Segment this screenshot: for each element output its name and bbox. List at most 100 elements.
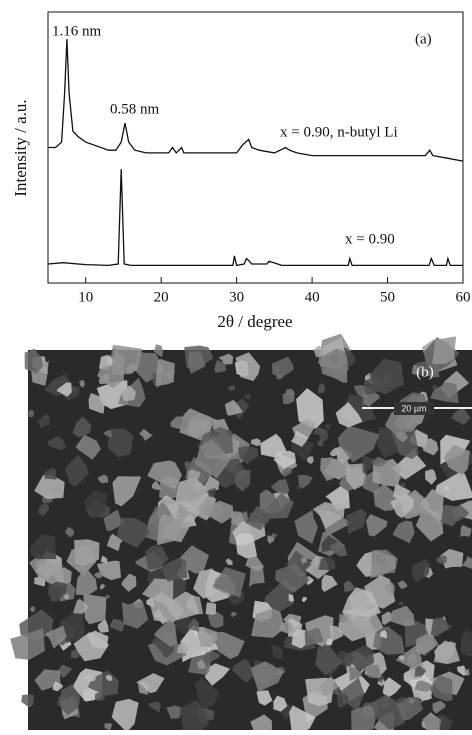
particle bbox=[388, 605, 415, 627]
particle bbox=[415, 361, 432, 376]
spectrum-line bbox=[47, 169, 463, 267]
particle bbox=[231, 658, 255, 683]
particle bbox=[400, 482, 406, 488]
particle bbox=[282, 467, 292, 478]
particle bbox=[218, 353, 234, 365]
image-panel-label: (b) bbox=[416, 364, 434, 380]
particle bbox=[19, 609, 54, 641]
particle bbox=[329, 447, 339, 457]
particle bbox=[224, 399, 243, 416]
x-tick-label: 50 bbox=[380, 289, 395, 305]
particle bbox=[414, 665, 427, 677]
particle bbox=[306, 576, 314, 585]
particle bbox=[147, 460, 182, 490]
particle bbox=[98, 474, 109, 484]
y-axis-label: Intensity / a.u. bbox=[11, 99, 30, 196]
particle bbox=[420, 488, 444, 523]
particle bbox=[66, 545, 97, 576]
particle bbox=[105, 594, 110, 600]
particle bbox=[203, 475, 220, 492]
particle bbox=[105, 674, 113, 682]
particle bbox=[398, 601, 404, 606]
particle bbox=[276, 373, 284, 380]
particle bbox=[436, 555, 448, 564]
particle bbox=[443, 445, 470, 476]
particle bbox=[464, 669, 470, 676]
particle bbox=[273, 695, 288, 712]
particle bbox=[362, 455, 375, 475]
particle bbox=[97, 619, 109, 633]
particle bbox=[184, 461, 194, 470]
particle bbox=[290, 430, 309, 447]
particle bbox=[250, 661, 284, 693]
particle bbox=[107, 428, 134, 457]
particle bbox=[271, 644, 283, 659]
particle bbox=[414, 680, 432, 694]
particle bbox=[381, 611, 392, 625]
particle bbox=[325, 424, 331, 430]
particle bbox=[156, 513, 183, 546]
particle bbox=[154, 619, 178, 648]
particle bbox=[411, 559, 431, 583]
particle bbox=[187, 617, 200, 632]
particle bbox=[193, 568, 226, 599]
particle bbox=[270, 479, 290, 495]
particle bbox=[121, 573, 137, 592]
particle bbox=[384, 408, 411, 437]
particle bbox=[421, 691, 433, 703]
particle bbox=[312, 427, 324, 436]
particle bbox=[434, 640, 461, 665]
particle bbox=[75, 566, 98, 596]
particle bbox=[31, 360, 49, 386]
particle bbox=[227, 384, 236, 391]
particle bbox=[93, 572, 103, 579]
particle bbox=[112, 476, 142, 507]
particle bbox=[318, 556, 336, 570]
series-label: x = 0.90, n-butyl Li bbox=[280, 124, 398, 140]
particle bbox=[339, 613, 348, 624]
particle bbox=[384, 582, 395, 596]
particle bbox=[313, 345, 326, 358]
particle bbox=[260, 433, 287, 458]
particle bbox=[234, 470, 251, 492]
particle bbox=[121, 601, 149, 629]
particle bbox=[312, 502, 345, 529]
particle bbox=[329, 541, 348, 557]
particle bbox=[106, 533, 123, 552]
particle bbox=[306, 456, 314, 464]
particle bbox=[315, 645, 346, 676]
particle bbox=[44, 625, 67, 649]
particle bbox=[396, 696, 423, 721]
particle bbox=[56, 664, 73, 678]
particle bbox=[94, 692, 105, 701]
particle bbox=[335, 402, 363, 428]
particle bbox=[195, 626, 218, 648]
particle bbox=[35, 560, 65, 587]
sem-image bbox=[10, 333, 472, 735]
particle bbox=[430, 381, 459, 404]
particle bbox=[34, 474, 65, 499]
x-tick-label: 10 bbox=[78, 289, 93, 305]
particle bbox=[109, 618, 126, 632]
particle bbox=[83, 594, 107, 625]
particle bbox=[432, 700, 446, 714]
particle bbox=[56, 382, 72, 397]
particle bbox=[166, 705, 183, 719]
particle bbox=[304, 627, 324, 648]
particle bbox=[392, 520, 415, 544]
particle bbox=[301, 596, 307, 603]
particle bbox=[456, 665, 468, 676]
particle bbox=[30, 534, 57, 560]
particle bbox=[72, 668, 103, 702]
particle bbox=[422, 713, 442, 732]
particle bbox=[72, 598, 89, 614]
particle bbox=[432, 336, 457, 365]
plot-frame bbox=[47, 11, 464, 284]
particle bbox=[325, 486, 350, 510]
particle bbox=[268, 493, 294, 519]
particle bbox=[64, 526, 74, 538]
particle bbox=[294, 509, 318, 544]
particle bbox=[288, 593, 295, 602]
particle bbox=[48, 581, 68, 602]
particle bbox=[238, 445, 259, 465]
